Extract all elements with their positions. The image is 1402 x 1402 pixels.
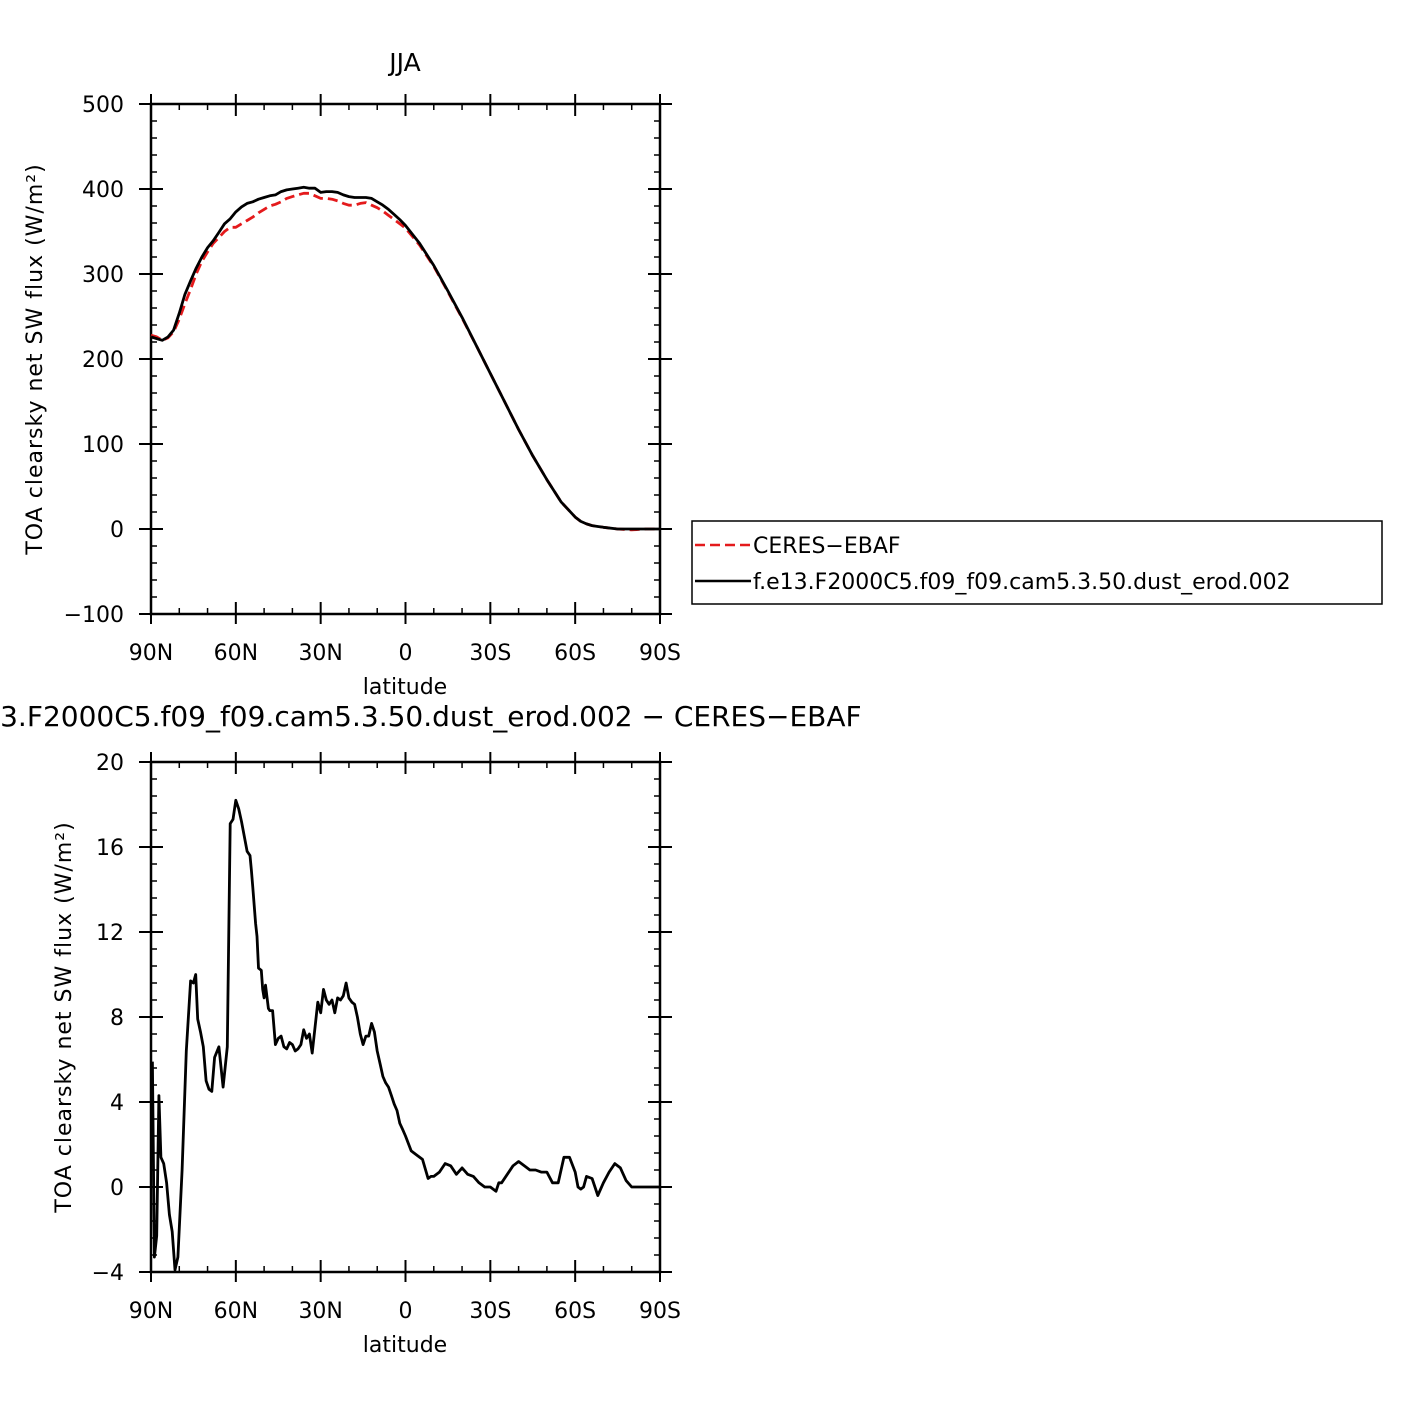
series-line-difference [151,798,660,1272]
series-group-bottom [151,798,660,1272]
y-tick-label: −4 [92,1261,124,1286]
y-tick-label: 12 [96,921,124,946]
x-tick-label: 30N [298,641,342,666]
axes-bottom: 90N 60N 30N 0 30S 60S 90S −4 0 4 8 12 16 20 [92,751,681,1324]
y-tick-label: 0 [110,518,124,543]
x-tick-label: 90S [639,1299,681,1324]
x-tick-label: 90N [129,641,173,666]
chart-title: JJA [387,48,420,77]
y-tick-label: 200 [82,348,124,373]
y-tick-label: 300 [82,263,124,288]
y-tick-label: 100 [82,433,124,458]
axes-top: 90N 60N 30N 0 30S 60S 90S −100 0 100 200 300 400 500 [64,93,681,666]
legend-box [691,520,1383,605]
y-tick-label: 500 [82,93,124,118]
x-tick-label: 60S [554,641,596,666]
legend-label-model: f.e13.F2000C5.f09_f09.cam5.3.50.dust_ero… [753,570,1291,595]
y-tick-label: 400 [82,178,124,203]
x-tick-label: 30S [469,641,511,666]
x-tick-label: 0 [399,1299,413,1324]
legend-label-ceres: CERES−EBAF [753,534,901,559]
y-axis-label: TOA clearsky net SW flux (W/m²) [23,163,48,555]
x-axis-label: latitude [363,1333,447,1358]
x-tick-label: 30S [469,1299,511,1324]
series-line-ceres-ebaf [150,191,660,532]
legend: CERES−EBAF f.e13.F2000C5.f09_f09.cam5.3.… [691,520,1383,605]
x-tick-label: 60N [214,1299,258,1324]
series-group-top [150,185,660,532]
y-tick-label: 4 [110,1091,124,1116]
bottom-panel: f.e13.F2000C5.f09_f09.cam5.3.50.dust_ero… [0,700,862,1358]
x-tick-label: 90N [129,1299,173,1324]
x-tick-label: 90S [639,641,681,666]
x-tick-label: 0 [399,641,413,666]
x-tick-label: 60N [214,641,258,666]
y-tick-label: 8 [110,1006,124,1031]
x-tick-label: 60S [554,1299,596,1324]
plot-frame [149,102,662,616]
series-line-model [150,185,660,531]
y-tick-label: 16 [96,836,124,861]
x-axis-label: latitude [363,675,447,700]
y-tick-label: 0 [110,1176,124,1201]
y-axis-label: TOA clearsky net SW flux (W/m²) [52,821,77,1213]
top-panel: JJA 90N 60N 30N 0 30S 60S 90S −100 0 100 200 300 400… [23,48,681,700]
x-tick-label: 30N [298,1299,342,1324]
y-tick-label: 20 [96,751,124,776]
chart-title-difference: f.e13.F2000C5.f09_f09.cam5.3.50.dust_ero… [0,700,862,733]
y-tick-label: −100 [64,603,124,628]
